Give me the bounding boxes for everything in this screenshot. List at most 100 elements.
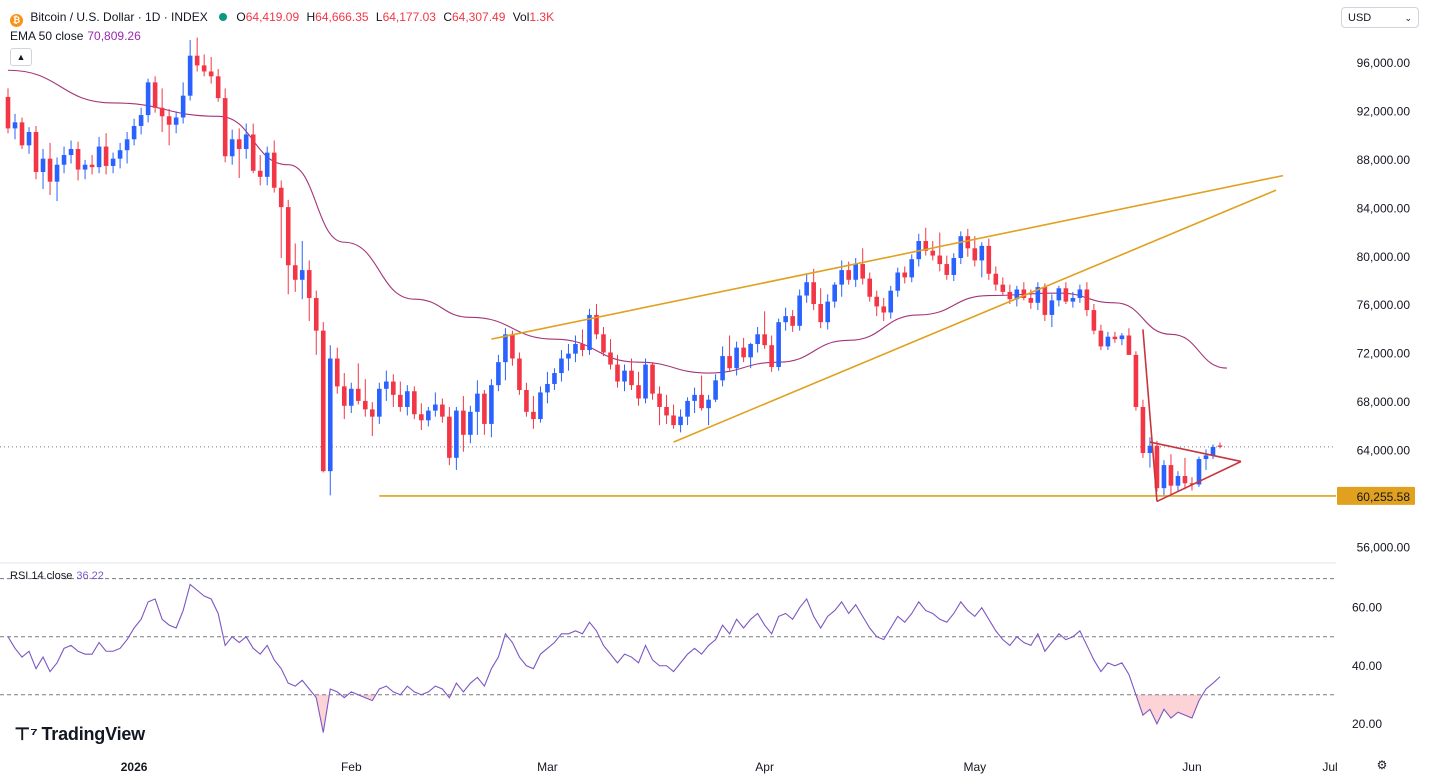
trendline-wedge-lower[interactable] xyxy=(673,189,1277,443)
candle xyxy=(1126,328,1132,355)
candle xyxy=(1049,294,1055,328)
price-axis[interactable]: 100,000.0096,000.0092,000.0088,000.0084,… xyxy=(1337,8,1415,731)
candle-body xyxy=(811,282,816,305)
candle xyxy=(692,387,697,414)
trendline-pole[interactable] xyxy=(1142,329,1158,502)
candle xyxy=(348,382,354,414)
close-key: C xyxy=(443,10,452,24)
candle xyxy=(468,405,473,444)
candle-body xyxy=(643,364,648,399)
settings-gear-icon[interactable]: ⚙ xyxy=(1376,758,1388,772)
candle xyxy=(355,363,361,405)
candle xyxy=(1091,304,1097,335)
candle xyxy=(54,157,60,202)
candle-body xyxy=(1091,310,1097,331)
candle xyxy=(699,375,704,411)
ema-legend[interactable]: EMA 50 close 70,809.26 xyxy=(10,29,141,43)
rsi-oversold-area xyxy=(340,694,348,698)
candle-body xyxy=(937,255,943,265)
candle-body xyxy=(152,82,158,108)
candle xyxy=(334,347,340,394)
time-axis[interactable]: 2026 Feb Mar Apr May Jun Jul xyxy=(121,760,1338,774)
candle-body xyxy=(117,150,123,159)
candle-body xyxy=(124,139,130,151)
candle-body xyxy=(208,71,214,77)
candle xyxy=(776,318,781,371)
candle xyxy=(110,152,116,174)
candle-body xyxy=(391,381,396,395)
tradingview-logo: ⊤⁷ TradingView xyxy=(14,724,145,745)
candle-body xyxy=(629,370,634,386)
candle-body xyxy=(1007,291,1013,300)
candle-body xyxy=(993,273,999,285)
candle-body xyxy=(860,264,866,279)
candle-body xyxy=(54,164,60,182)
candle-body xyxy=(1105,336,1111,347)
candle-body xyxy=(489,385,494,424)
candle-body xyxy=(1175,476,1181,486)
currency-select[interactable]: USD ⌄ xyxy=(1341,7,1419,28)
candle-body xyxy=(1210,446,1216,456)
candle-body xyxy=(1098,330,1104,347)
candle xyxy=(454,406,459,470)
candle-body xyxy=(867,278,873,297)
candle-body xyxy=(622,370,627,382)
candle-body xyxy=(1056,288,1062,301)
candle xyxy=(769,335,774,372)
candle-body xyxy=(601,334,606,353)
candle-body xyxy=(1189,483,1195,485)
candle xyxy=(888,285,894,319)
price-tick-label: 76,000.00 xyxy=(1357,298,1411,312)
trendline-wedge-upper[interactable] xyxy=(491,174,1284,340)
market-status-icon xyxy=(219,13,228,21)
candle-body xyxy=(1140,406,1146,453)
rsi-legend[interactable]: RSI 14 close 36.22 xyxy=(10,570,104,582)
candle xyxy=(482,390,487,435)
grid-lines xyxy=(0,446,1336,696)
symbol-title[interactable]: Bitcoin / U.S. Dollar · 1D · INDEX xyxy=(30,10,208,24)
candle-body xyxy=(671,415,676,426)
candle-body xyxy=(531,411,536,420)
candle-body xyxy=(243,134,249,149)
rsi-line xyxy=(7,583,1221,733)
candle xyxy=(811,268,816,311)
volume-value: 1.3K xyxy=(529,10,555,24)
rsi-value: 36.22 xyxy=(76,570,104,582)
candle-body xyxy=(958,236,964,258)
candle-body xyxy=(1217,445,1223,447)
candle-body xyxy=(412,391,417,415)
candle xyxy=(1140,399,1146,458)
candle xyxy=(1000,277,1006,296)
time-tick-label: Jul xyxy=(1322,760,1337,774)
candle-body xyxy=(222,98,228,157)
candle-body xyxy=(804,282,809,296)
candle xyxy=(1056,285,1062,307)
candle-body xyxy=(433,404,438,411)
candle xyxy=(159,88,165,133)
collapse-legend-button[interactable]: ▲ xyxy=(10,48,32,66)
candle-body xyxy=(608,352,613,365)
candle xyxy=(650,362,655,400)
candle-body xyxy=(720,356,725,381)
candle xyxy=(804,273,809,303)
candle-body xyxy=(166,116,172,125)
candle-body xyxy=(278,187,284,208)
candle-body xyxy=(306,270,312,298)
trendline-pennant-bottom[interactable] xyxy=(1156,460,1242,503)
candle xyxy=(384,370,389,401)
trendline-pennant-top[interactable] xyxy=(1149,441,1242,463)
candle-body xyxy=(405,391,410,407)
candle xyxy=(986,238,992,280)
candle-body xyxy=(341,386,347,406)
candle-body xyxy=(96,146,102,168)
candle xyxy=(559,350,564,382)
candle-body xyxy=(496,362,501,386)
drawn-trendlines[interactable] xyxy=(379,174,1336,503)
candle xyxy=(545,371,550,404)
candle-body xyxy=(545,383,550,393)
candle xyxy=(853,257,858,288)
candle xyxy=(720,346,725,387)
candle xyxy=(524,382,529,417)
candle xyxy=(489,379,494,438)
